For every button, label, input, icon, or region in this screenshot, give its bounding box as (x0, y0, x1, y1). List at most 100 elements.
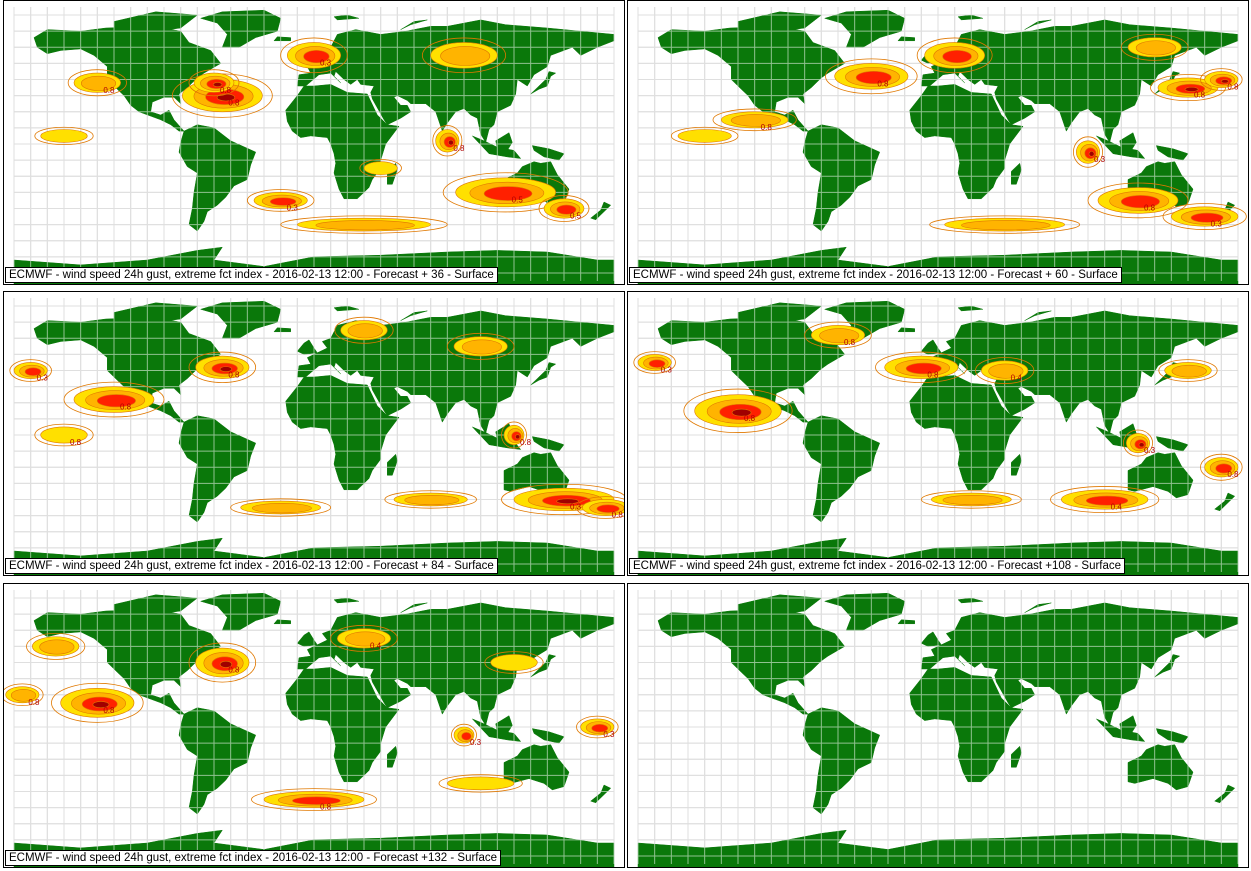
efi-area-orange (315, 220, 415, 231)
map-panel-forecast-132: 0.8 0.8 0.3 0.8 0.3 0.8 0.4 ECMWF - wind speed… (3, 583, 625, 868)
efi-area-darkred (219, 660, 233, 668)
efi-area-red (591, 724, 609, 733)
efi-contour-0.3 (484, 651, 544, 674)
land-mass (1154, 654, 1181, 678)
land-mass (590, 784, 612, 804)
contour-label: 0.8 (228, 666, 240, 675)
land-mass (387, 453, 398, 476)
efi-contour-0.3 (442, 172, 569, 213)
efi-contour-0.3 (501, 483, 624, 516)
efi-contour-0.3 (280, 37, 348, 74)
efi-contours (633, 321, 1243, 513)
efi-area-orange (347, 323, 383, 339)
efi-contour-0.3 (1158, 359, 1218, 382)
efi-area-yellow (40, 129, 88, 143)
land-mass (897, 327, 915, 333)
efi-area-red (855, 71, 892, 84)
efi-contour-0.3 (280, 215, 448, 234)
land-mass (1011, 453, 1022, 476)
map-caption: ECMWF - wind speed 24h gust, extreme fct… (5, 850, 502, 866)
efi-contour-0.3 (188, 351, 257, 383)
map-caption: ECMWF - wind speed 24h gust, extreme fct… (629, 267, 1122, 283)
efi-area-darkred (1220, 79, 1229, 84)
efi-contour-0.3 (230, 498, 332, 517)
efi-contour-0.3 (330, 624, 398, 652)
contour-label: 0.8 (877, 79, 889, 88)
efi-contour-0.3 (246, 189, 315, 212)
map-panel-base-map (627, 583, 1249, 868)
map-canvas: 0.8 0.8 0.8 0.3 0.8 0.3 0.8 (637, 7, 1247, 284)
land-mass (1155, 145, 1189, 161)
efi-area-red (1120, 195, 1160, 209)
land-mass (531, 145, 565, 161)
land-mass (273, 327, 291, 333)
efi-contour-0.3 (34, 126, 94, 146)
efi-contours (4, 624, 619, 811)
efi-contour-0.3 (804, 321, 872, 349)
map-canvas: 0.8 0.8 0.3 0.4 0.8 0.3 0.4 0.8 (633, 298, 1243, 575)
efi-contour-0.3 (4, 683, 44, 707)
contour-label: 0.3 (603, 730, 615, 739)
land-mass (530, 362, 557, 386)
efi-contour-0.3 (421, 37, 507, 74)
land-mass (333, 597, 360, 604)
contour-label: 0.8 (120, 403, 132, 412)
efi-contour-0.3 (1200, 68, 1243, 91)
efi-contours (9, 316, 624, 519)
efi-contour-0.3 (1087, 182, 1189, 219)
contour-labels: 0.8 0.8 0.3 0.4 0.8 0.3 0.4 0.8 (661, 338, 1239, 511)
efi-area-orange (461, 339, 502, 355)
land-mass (333, 14, 360, 21)
land-mass (472, 426, 522, 450)
land-mass (897, 36, 915, 42)
efi-area-yellow (490, 654, 538, 671)
efi-area-yellow (677, 129, 732, 143)
land-mass (823, 592, 905, 631)
land-mass (1096, 135, 1146, 159)
efi-contour-0.3 (670, 126, 739, 146)
contour-label: 0.3 (570, 502, 582, 511)
contour-label: 0.8 (28, 698, 40, 707)
land-mass (1119, 715, 1137, 734)
contour-label: 0.3 (37, 374, 49, 383)
land-mass (495, 715, 513, 734)
land-mass (387, 745, 398, 768)
efi-contour-0.3 (920, 490, 1022, 509)
contour-label: 0.8 (744, 414, 756, 423)
efi-contour-0.3 (501, 421, 527, 449)
efi-contour-0.3 (1073, 136, 1103, 168)
efi-area-red (596, 504, 620, 513)
land-mass (823, 9, 905, 48)
efi-contour-0.3 (683, 388, 793, 433)
land-mass (495, 132, 513, 151)
efi-contour-0.3 (538, 195, 590, 222)
graticule-overlay (13, 298, 615, 572)
efi-area-orange (988, 363, 1024, 379)
land-mass (33, 609, 222, 715)
efi-area-red (905, 362, 942, 375)
efi-contour-0.3 (1120, 33, 1189, 61)
contour-label: 0.3 (1211, 220, 1223, 229)
contour-label: 0.4 (370, 641, 382, 650)
efi-contour-0.3 (26, 632, 86, 660)
land-mass (1011, 745, 1022, 768)
efi-contour-0.3 (188, 642, 257, 683)
land-mass (1119, 132, 1137, 151)
efi-area-red (96, 394, 136, 408)
contour-label: 0.4 (1011, 374, 1023, 383)
contour-label: 0.3 (470, 738, 482, 747)
land-mass (530, 71, 557, 95)
efi-contour-0.3 (825, 58, 918, 95)
efi-contour-0.3 (451, 723, 477, 747)
map-canvas: 0.8 0.8 0.8 0.3 0.8 0.3 0.8 (9, 298, 624, 575)
efi-area-orange (39, 639, 75, 655)
efi-area-darkred (1184, 86, 1199, 92)
contour-labels: 0.8 0.8 0.8 0.3 0.8 0.3 0.8 (37, 370, 624, 519)
map-caption: ECMWF - wind speed 24h gust, extreme fct… (5, 558, 498, 574)
land-mass (531, 436, 565, 452)
land-mass (657, 26, 846, 132)
land-mass (33, 26, 222, 132)
efi-area-darkred (219, 366, 233, 372)
map-canvas (637, 590, 1239, 867)
land-mass (957, 14, 984, 21)
